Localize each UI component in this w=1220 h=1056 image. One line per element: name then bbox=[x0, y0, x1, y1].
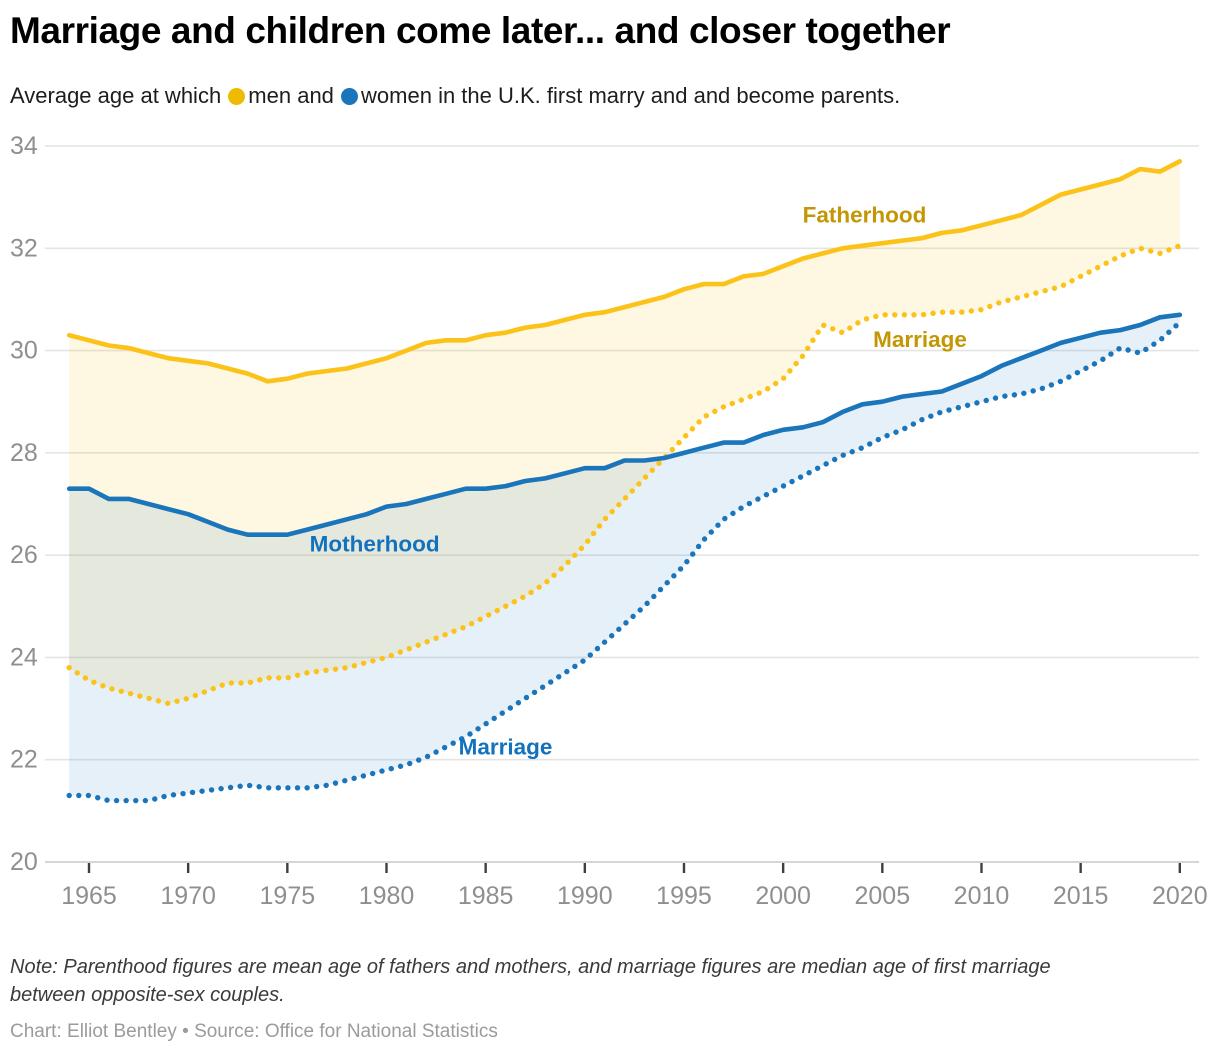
y-axis-label: 20 bbox=[10, 848, 38, 876]
area-fill-fatherhood-band bbox=[69, 161, 1180, 704]
series-label-marriage: Marriage bbox=[873, 327, 967, 352]
women-legend-dot bbox=[341, 88, 359, 105]
credit-line: Chart: Elliot Bentley • Source: Office f… bbox=[10, 1021, 498, 1042]
y-axis-label: 32 bbox=[10, 234, 38, 262]
x-axis-label: 1990 bbox=[557, 882, 613, 910]
x-axis-label: 1980 bbox=[359, 882, 415, 910]
y-axis-label: 24 bbox=[10, 643, 38, 671]
series-label-motherhood: Motherhood bbox=[310, 531, 440, 556]
x-axis-label: 2010 bbox=[954, 882, 1010, 910]
y-axis-label: 28 bbox=[10, 439, 38, 467]
x-axis-label: 2005 bbox=[855, 882, 911, 910]
y-axis-label: 26 bbox=[10, 541, 38, 569]
subtitle-text: Average age at which bbox=[10, 83, 228, 108]
chart-title: Marriage and children come later... and … bbox=[10, 10, 951, 51]
x-axis-label: 1985 bbox=[458, 882, 514, 910]
x-axis-label: 1965 bbox=[61, 882, 117, 910]
y-axis-label: 30 bbox=[10, 337, 38, 365]
x-axis-label: 1970 bbox=[160, 882, 216, 910]
series-marriage-men--line bbox=[66, 242, 1183, 707]
series-label-fatherhood: Fatherhood bbox=[803, 203, 927, 228]
area-fill-motherhood-band bbox=[69, 314, 1180, 801]
x-axis-label: 2000 bbox=[755, 882, 811, 910]
men-legend-dot bbox=[228, 88, 246, 105]
y-axis-label: 22 bbox=[10, 746, 38, 774]
y-axis-label: 34 bbox=[10, 132, 38, 160]
footnote: Note: Parenthood figures are mean age of… bbox=[10, 956, 1051, 1007]
chart-subtitle: Average age at which men and women in th… bbox=[10, 83, 1210, 109]
subtitle-text: men and bbox=[248, 83, 341, 108]
series-marriage-women--line bbox=[66, 319, 1183, 804]
subtitle-text: women in the U.K. first marry and and be… bbox=[361, 83, 901, 108]
series-label-marriage: Marriage bbox=[459, 734, 553, 759]
x-axis-label: 2015 bbox=[1053, 882, 1109, 910]
x-axis-label: 1995 bbox=[656, 882, 712, 910]
series-motherhood-line bbox=[66, 312, 1183, 538]
x-axis-label: 1975 bbox=[260, 882, 316, 910]
x-axis-label: 2020 bbox=[1152, 882, 1208, 910]
series-fatherhood-line bbox=[66, 159, 1183, 384]
